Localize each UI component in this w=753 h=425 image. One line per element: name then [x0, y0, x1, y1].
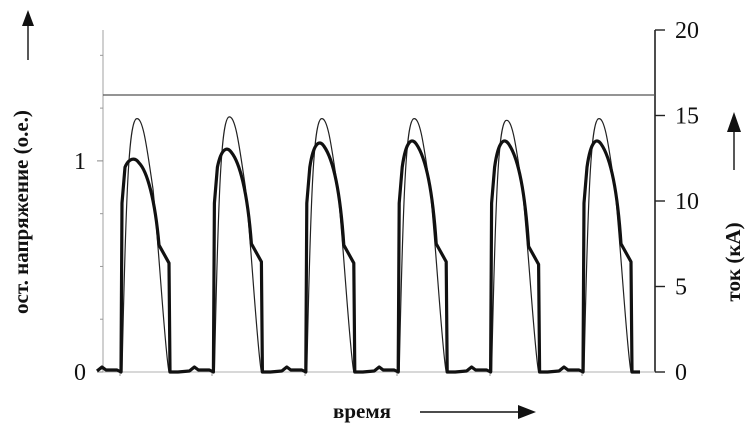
current-series-line — [121, 116, 632, 373]
x-axis-arrow — [420, 405, 536, 419]
left-tick-label: 1 — [74, 149, 86, 175]
right-tick-label: 20 — [675, 18, 699, 44]
right-tick-label: 0 — [675, 360, 687, 386]
right-tick-label: 15 — [675, 104, 699, 130]
right-axis-ticks: 0 5 10 15 20 — [655, 18, 699, 386]
left-axis-ticks: 01 — [74, 54, 103, 386]
right-axis-title: ток (кА) — [721, 222, 745, 301]
voltage-series-line — [96, 139, 640, 374]
left-tick-label: 0 — [74, 360, 86, 386]
right-axis-arrow — [727, 112, 741, 170]
right-tick-label: 5 — [675, 275, 687, 301]
left-axis-title: ост. напряжение (о.е.) — [9, 110, 33, 314]
right-tick-label: 10 — [675, 189, 699, 215]
left-axis-arrow — [22, 10, 34, 60]
x-axis-title: время — [333, 399, 391, 423]
